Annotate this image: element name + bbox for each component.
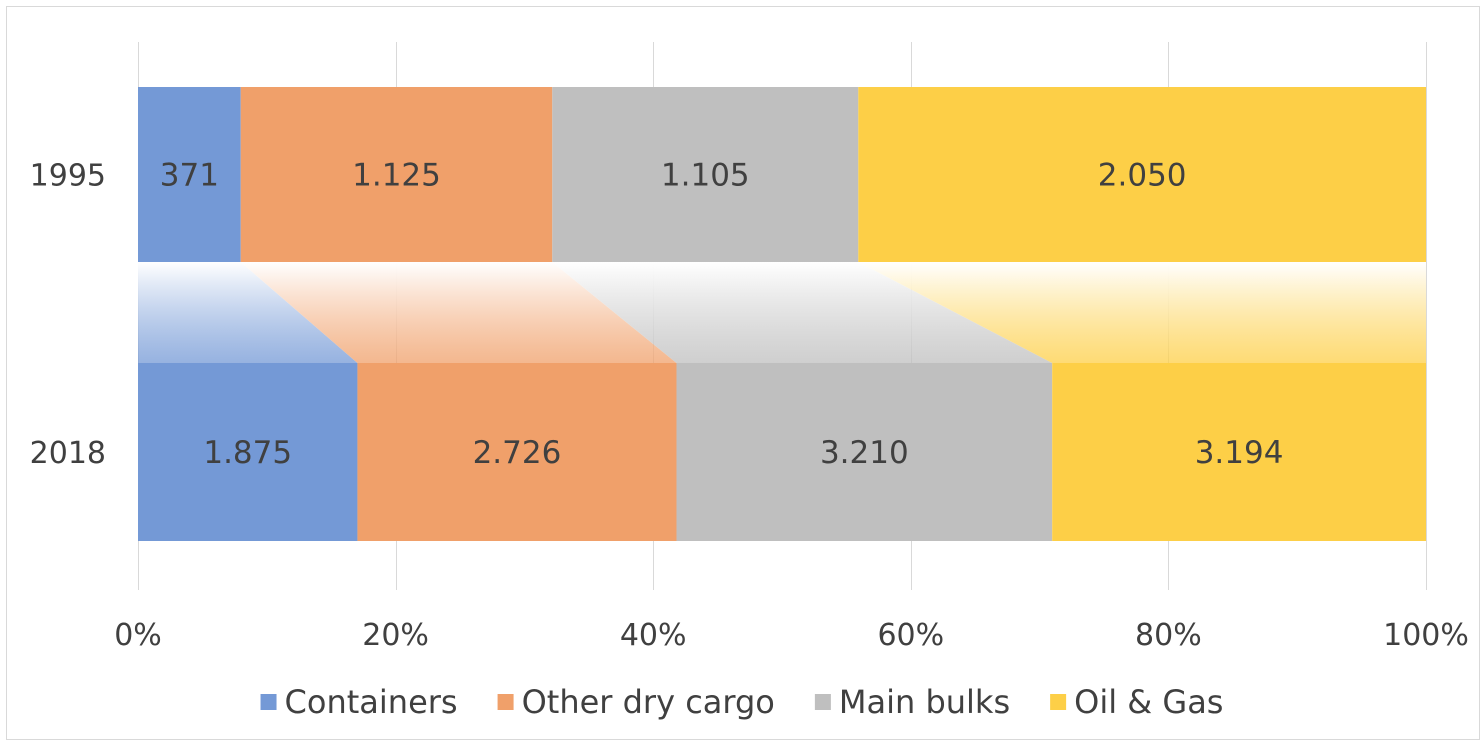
data-label: 371 [160,158,219,194]
data-label: 3.194 [1195,435,1284,471]
legend-label: Other dry cargo [522,683,775,721]
legend-swatch [498,694,514,710]
legend-label: Main bulks [839,683,1010,721]
legend-swatch [261,694,277,710]
legend-swatch [815,694,831,710]
data-label: 2.726 [473,435,562,471]
x-tick-label: 20% [362,618,429,653]
x-tick-label: 80% [1135,618,1202,653]
data-label: 1.125 [352,158,441,194]
data-label: 1.875 [203,435,292,471]
legend: Containers Other dry cargo Main bulks Oil &… [261,683,1224,721]
legend-label: Oil & Gas [1074,683,1223,721]
legend-label: Containers [285,683,458,721]
data-label: 1.105 [661,158,750,194]
y-tick-label: 1995 [30,159,106,194]
x-tick-label: 40% [620,618,687,653]
data-label: 2.050 [1098,158,1187,194]
connector-bands [138,262,1426,363]
y-tick-label: 2018 [30,436,106,471]
legend-swatch [1050,694,1066,710]
x-tick-label: 60% [877,618,944,653]
x-tick-label: 100% [1383,618,1469,653]
x-axis-labels: 0% 20% 40% 60% 80% 100% [114,618,1469,653]
data-label: 3.210 [820,435,909,471]
x-tick-label: 0% [114,618,162,653]
y-axis-labels: 1995 2018 [30,159,106,472]
